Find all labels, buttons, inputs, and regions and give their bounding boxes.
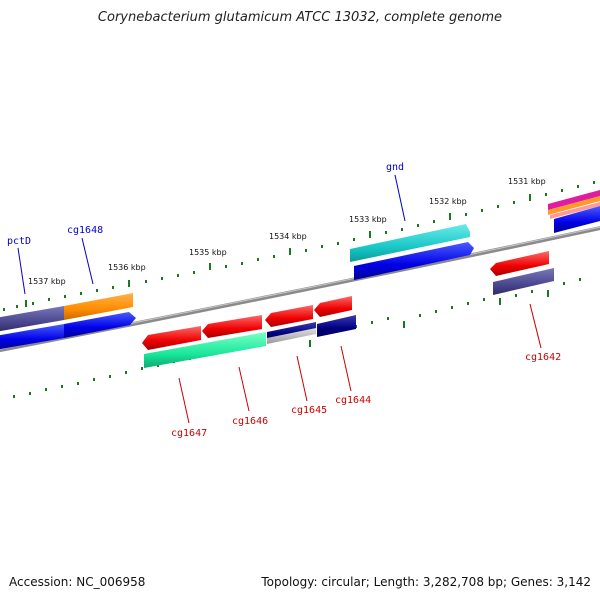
cds-cg1642-slate[interactable] [493, 268, 554, 295]
gene-label-cg1644[interactable]: cg1644 [335, 395, 371, 406]
feature-orange-small[interactable] [548, 196, 600, 215]
cds-gnd-blue[interactable] [354, 242, 474, 280]
scale-label-1531: 1531 kbp [508, 177, 546, 186]
cds-cg1648-orange[interactable] [64, 293, 133, 320]
accession-text: Accession: NC_006958 [9, 575, 146, 589]
outer-scale-ticks [3, 181, 595, 311]
scale-label-1533: 1533 kbp [349, 215, 387, 224]
map-title: Corynebacterium glutamicum ATCC 13032, c… [97, 10, 503, 25]
gene-label-cg1647[interactable]: cg1647 [171, 428, 207, 439]
gene-label-gnd[interactable]: gnd [386, 162, 404, 173]
cds-cg1645-red[interactable] [265, 305, 313, 327]
scale-label-1534: 1534 kbp [269, 232, 307, 241]
cds-cg1644-navy[interactable] [317, 315, 356, 337]
gene-label-pctD[interactable]: pctD [7, 236, 31, 247]
cds-cg1645-grey[interactable] [267, 328, 316, 344]
plus-strand-features [0, 190, 600, 350]
gene-label-cg1645[interactable]: cg1645 [291, 405, 327, 416]
minus-strand-features [142, 251, 554, 368]
gene-label-cg1642[interactable]: cg1642 [525, 352, 561, 363]
label-leaders [17, 174, 542, 424]
genome-summary-text: Topology: circular; Length: 3,282,708 bp… [261, 575, 591, 589]
cds-right-blue[interactable] [554, 206, 600, 233]
scale-label-1536: 1536 kbp [108, 263, 146, 272]
cds-pctD-blue[interactable] [0, 324, 64, 350]
gene-label-cg1646[interactable]: cg1646 [232, 416, 268, 427]
cds-cg1646-red[interactable] [202, 315, 262, 338]
cds-gnd-cyan[interactable] [350, 224, 470, 262]
cds-cg1644-red[interactable] [314, 296, 352, 317]
cds-cg1642-red[interactable] [490, 251, 549, 276]
cds-cg1647-red[interactable] [142, 326, 201, 350]
cds-pctD-slate[interactable] [0, 306, 64, 332]
gene-labels: gnd cg1648 pctD cg1642 cg1644 cg1645 cg1… [7, 162, 561, 439]
feature-pink[interactable] [550, 202, 600, 219]
scale-label-1537: 1537 kbp [28, 277, 66, 286]
feature-magenta[interactable] [548, 190, 600, 210]
inner-scale-ticks [13, 278, 581, 398]
cds-cg1648-blue[interactable] [64, 312, 136, 338]
scale-label-1535: 1535 kbp [189, 248, 227, 257]
cds-cg1647-mint[interactable] [144, 332, 266, 368]
scale-label-1532: 1532 kbp [429, 197, 467, 206]
gene-label-cg1648[interactable]: cg1648 [67, 225, 103, 236]
scale-labels: 1531 kbp 1532 kbp 1533 kbp 1534 kbp 1535… [28, 177, 546, 286]
